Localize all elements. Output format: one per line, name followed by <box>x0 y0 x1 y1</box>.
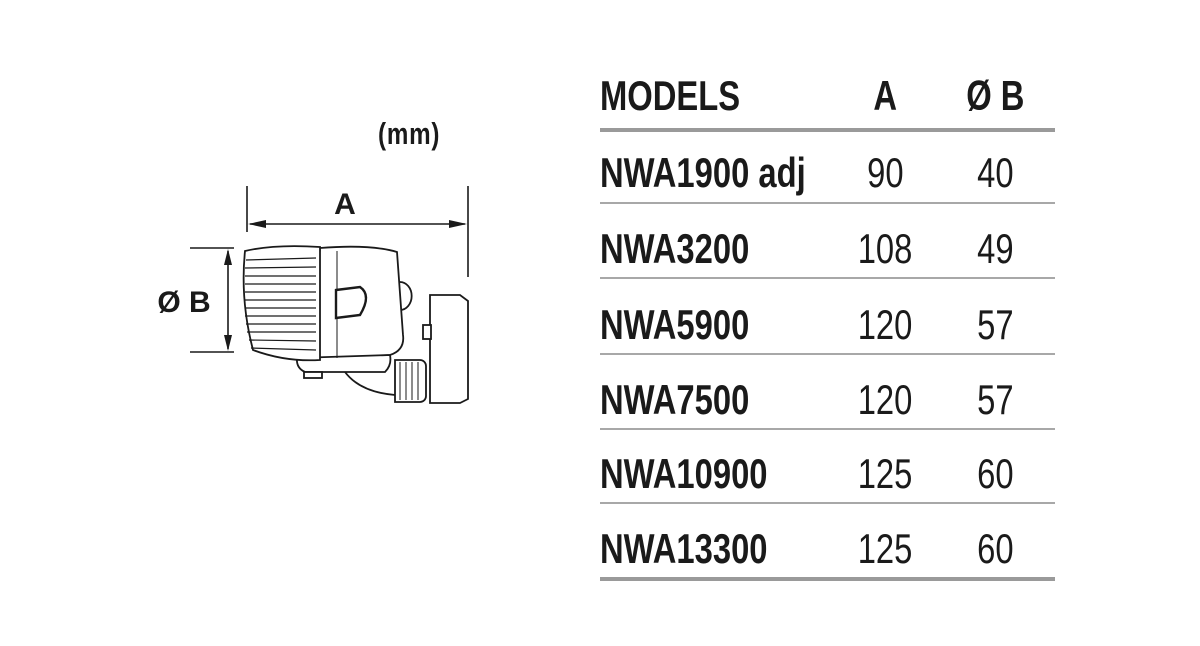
unit-label: (mm) <box>378 116 458 152</box>
table-row: NWA13300 125 60 <box>600 513 1055 588</box>
b-cell: 57 <box>945 301 1045 349</box>
table-row: NWA10900 125 60 <box>600 438 1055 513</box>
header-a: A <box>835 72 935 120</box>
model-name: NWA7500 <box>600 376 750 423</box>
b-cell: 60 <box>945 525 1045 573</box>
a-cell: 125 <box>835 450 935 498</box>
model-name: NWA13300 <box>600 525 768 572</box>
model-cell: NWA3200 <box>600 225 791 273</box>
header-b: Ø B <box>945 72 1045 120</box>
a-value: 120 <box>857 301 913 348</box>
model-cell: NWA13300 <box>600 525 815 573</box>
table-row: NWA7500 120 57 <box>600 364 1055 439</box>
b-cell: 49 <box>945 225 1045 273</box>
a-cell: 108 <box>835 225 935 273</box>
model-name: NWA10900 <box>600 450 768 497</box>
header-divider <box>600 128 1055 132</box>
header-a-text: A <box>873 72 897 119</box>
model-cell: NWA10900 <box>600 450 815 498</box>
row-divider <box>600 277 1055 279</box>
a-cell: 90 <box>835 149 935 197</box>
dimension-arrows <box>224 220 467 351</box>
a-cell: 125 <box>835 525 935 573</box>
b-cell: 40 <box>945 149 1045 197</box>
model-cell: NWA5900 <box>600 301 791 349</box>
dimension-lines <box>190 186 469 353</box>
dimension-b-label: Ø B <box>157 286 210 319</box>
model-name: NWA1900 adj <box>600 149 806 196</box>
a-value: 125 <box>857 525 913 572</box>
table-row: NWA3200 108 49 <box>600 213 1055 288</box>
header-b-text: Ø B <box>965 72 1025 119</box>
model-name: NWA5900 <box>600 301 750 348</box>
table-row: NWA5900 120 57 <box>600 289 1055 364</box>
model-name: NWA3200 <box>600 225 750 272</box>
b-value: 60 <box>976 525 1014 572</box>
table-row: NWA1900 adj 90 40 <box>600 137 1055 212</box>
row-divider <box>600 202 1055 204</box>
model-cell: NWA7500 <box>600 376 791 424</box>
header-models: MODELS <box>600 72 780 120</box>
model-cell: NWA1900 adj <box>600 149 864 197</box>
row-divider <box>600 502 1055 504</box>
header-models-text: MODELS <box>600 72 741 119</box>
dimension-a-label: A <box>334 188 356 221</box>
a-value: 90 <box>866 149 904 196</box>
row-divider <box>600 428 1055 430</box>
a-value: 120 <box>857 376 913 423</box>
b-value: 57 <box>976 376 1014 423</box>
unit-text: (mm) <box>378 116 441 151</box>
b-value: 49 <box>976 225 1014 272</box>
pump-dimension-drawing: A Ø B <box>157 186 469 404</box>
row-divider <box>600 353 1055 355</box>
table-bottom-rule <box>600 577 1055 581</box>
a-value: 125 <box>857 450 913 497</box>
a-value: 108 <box>857 225 913 272</box>
b-value: 60 <box>976 450 1014 497</box>
a-cell: 120 <box>835 376 935 424</box>
a-cell: 120 <box>835 301 935 349</box>
b-value: 40 <box>976 149 1014 196</box>
b-cell: 57 <box>945 376 1045 424</box>
pump-illustration <box>242 245 469 404</box>
b-cell: 60 <box>945 450 1045 498</box>
b-value: 57 <box>976 301 1014 348</box>
